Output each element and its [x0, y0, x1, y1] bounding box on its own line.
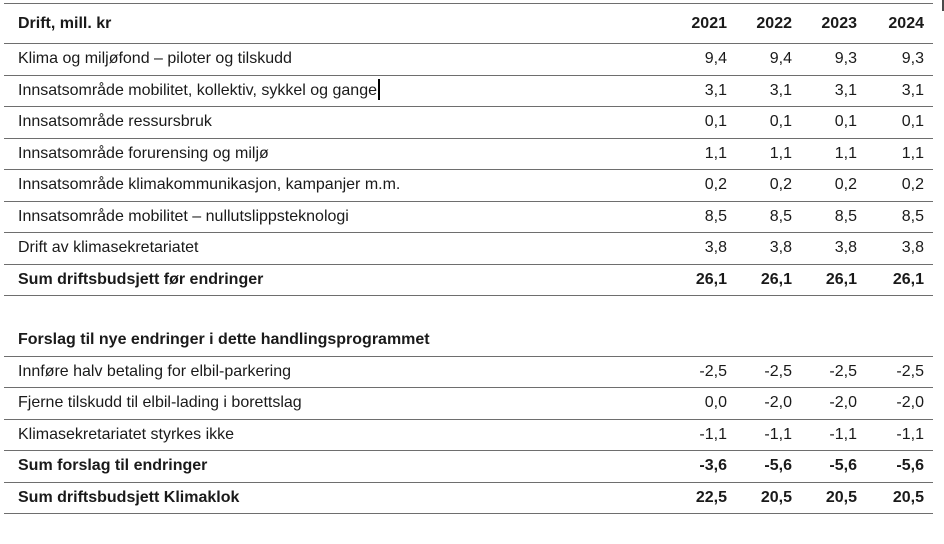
table-row: Klimasekretariatet styrkes ikke -1,1 -1,… [4, 419, 933, 451]
value-2023[interactable]: 9,3 [796, 43, 861, 76]
row-label[interactable]: Sum forslag til endringer [4, 450, 666, 483]
row-label[interactable]: Innføre halv betaling for elbil-parkerin… [4, 356, 666, 388]
row-label[interactable]: Klimasekretariatet styrkes ikke [4, 419, 666, 451]
column-header-2022[interactable]: 2022 [731, 3, 796, 44]
column-header-2023[interactable]: 2023 [796, 3, 861, 44]
value-2024[interactable]: -2,0 [861, 387, 933, 420]
value-2021[interactable]: 0,2 [666, 169, 731, 202]
value-2021[interactable]: -3,6 [666, 450, 731, 483]
value-2021[interactable]: 0,0 [666, 387, 731, 420]
value-2024[interactable]: 0,1 [861, 106, 933, 139]
table-row: Innsatsområde mobilitet, kollektiv, sykk… [4, 75, 933, 107]
value-2023[interactable]: 20,5 [796, 482, 861, 514]
sum-row-forslag-til-endringer: Sum forslag til endringer -3,6 -5,6 -5,6… [4, 450, 933, 483]
section-header-row: Forslag til nye endringer i dette handli… [4, 324, 933, 357]
row-label[interactable]: Innsatsområde ressursbruk [4, 106, 666, 139]
sum-row-driftsbudsjett-klimaklok: Sum driftsbudsjett Klimaklok 22,5 20,5 2… [4, 482, 933, 514]
value-2021[interactable]: 22,5 [666, 482, 731, 514]
row-label[interactable]: Drift av klimasekretariatet [4, 232, 666, 265]
value-2022[interactable]: -2,5 [731, 356, 796, 388]
value-2023[interactable]: 3,8 [796, 232, 861, 265]
value-2023[interactable]: 3,1 [796, 75, 861, 107]
value-2023[interactable]: -2,5 [796, 356, 861, 388]
value-2022[interactable]: -2,0 [731, 387, 796, 420]
empty-cell [861, 324, 933, 357]
value-2022[interactable]: 26,1 [731, 264, 796, 296]
value-2022[interactable]: 3,8 [731, 232, 796, 265]
value-2023[interactable]: -2,0 [796, 387, 861, 420]
value-2024[interactable]: -1,1 [861, 419, 933, 451]
value-2021[interactable]: 26,1 [666, 264, 731, 296]
value-2024[interactable]: 8,5 [861, 201, 933, 233]
value-2023[interactable]: 8,5 [796, 201, 861, 233]
table-row: Innsatsområde mobilitet – nullutslippste… [4, 201, 933, 233]
row-label[interactable]: Innsatsområde mobilitet, kollektiv, sykk… [4, 75, 666, 107]
value-2024[interactable]: 3,8 [861, 232, 933, 265]
table-row: Innsatsområde ressursbruk 0,1 0,1 0,1 0,… [4, 106, 933, 139]
value-2021[interactable]: 8,5 [666, 201, 731, 233]
row-label[interactable]: Sum driftsbudsjett før endringer [4, 264, 666, 296]
table-row: Innføre halv betaling for elbil-parkerin… [4, 356, 933, 388]
table-row: Klima og miljøfond – piloter og tilskudd… [4, 43, 933, 76]
value-2024[interactable]: -2,5 [861, 356, 933, 388]
value-2024[interactable]: -5,6 [861, 450, 933, 483]
table-header-row: Drift, mill. kr 2021 2022 2023 2024 [4, 3, 933, 44]
row-label-text: Innsatsområde mobilitet, kollektiv, sykk… [18, 81, 377, 99]
value-2022[interactable]: 0,1 [731, 106, 796, 139]
value-2022[interactable]: 20,5 [731, 482, 796, 514]
table-row: Innsatsområde klimakommunikasjon, kampan… [4, 169, 933, 202]
value-2022[interactable]: 3,1 [731, 75, 796, 107]
column-header-2021[interactable]: 2021 [666, 3, 731, 44]
row-label[interactable]: Innsatsområde mobilitet – nullutslippste… [4, 201, 666, 233]
section-title[interactable]: Forslag til nye endringer i dette handli… [4, 324, 666, 357]
value-2024[interactable]: 3,1 [861, 75, 933, 107]
row-label[interactable]: Innsatsområde klimakommunikasjon, kampan… [4, 169, 666, 202]
row-label[interactable]: Klima og miljøfond – piloter og tilskudd [4, 43, 666, 76]
value-2023[interactable]: 0,1 [796, 106, 861, 139]
value-2023[interactable]: -1,1 [796, 419, 861, 451]
table-row: Fjerne tilskudd til elbil-lading i boret… [4, 387, 933, 420]
empty-cell [666, 324, 731, 357]
table-row: Innsatsområde forurensing og miljø 1,1 1… [4, 138, 933, 170]
drift-budget-table: Drift, mill. kr 2021 2022 2023 2024 Klim… [4, 3, 933, 514]
value-2021[interactable]: 3,8 [666, 232, 731, 265]
empty-cell [731, 324, 796, 357]
spacer-row [4, 296, 933, 325]
value-2022[interactable]: -5,6 [731, 450, 796, 483]
column-header-2024[interactable]: 2024 [861, 3, 933, 44]
table-row: Drift av klimasekretariatet 3,8 3,8 3,8 … [4, 232, 933, 265]
value-2022[interactable]: 9,4 [731, 43, 796, 76]
value-2021[interactable]: 0,1 [666, 106, 731, 139]
adjacent-border-fragment [942, 0, 944, 11]
sum-row-driftsbudsjett-foer-endringer: Sum driftsbudsjett før endringer 26,1 26… [4, 264, 933, 296]
empty-cell [796, 324, 861, 357]
value-2022[interactable]: 8,5 [731, 201, 796, 233]
value-2021[interactable]: 3,1 [666, 75, 731, 107]
value-2024[interactable]: 1,1 [861, 138, 933, 170]
value-2024[interactable]: 9,3 [861, 43, 933, 76]
table-title[interactable]: Drift, mill. kr [4, 3, 666, 44]
value-2024[interactable]: 0,2 [861, 169, 933, 202]
value-2021[interactable]: 9,4 [666, 43, 731, 76]
value-2022[interactable]: 0,2 [731, 169, 796, 202]
value-2022[interactable]: -1,1 [731, 419, 796, 451]
value-2021[interactable]: -1,1 [666, 419, 731, 451]
value-2023[interactable]: -5,6 [796, 450, 861, 483]
value-2023[interactable]: 0,2 [796, 169, 861, 202]
value-2023[interactable]: 1,1 [796, 138, 861, 170]
value-2024[interactable]: 26,1 [861, 264, 933, 296]
row-label[interactable]: Sum driftsbudsjett Klimaklok [4, 482, 666, 514]
row-label[interactable]: Innsatsområde forurensing og miljø [4, 138, 666, 170]
value-2022[interactable]: 1,1 [731, 138, 796, 170]
spacer-cell [4, 296, 933, 325]
row-label[interactable]: Fjerne tilskudd til elbil-lading i boret… [4, 387, 666, 420]
text-cursor-caret [378, 78, 380, 100]
value-2021[interactable]: 1,1 [666, 138, 731, 170]
value-2021[interactable]: -2,5 [666, 356, 731, 388]
value-2024[interactable]: 20,5 [861, 482, 933, 514]
value-2023[interactable]: 26,1 [796, 264, 861, 296]
